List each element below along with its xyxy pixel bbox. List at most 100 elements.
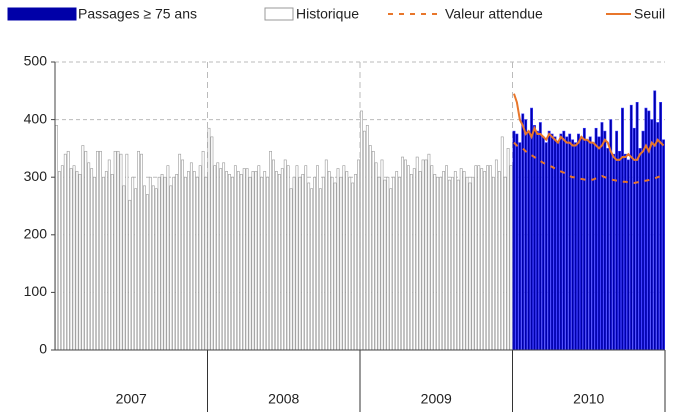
bar: [321, 176, 325, 351]
bar: [110, 174, 114, 351]
bar: [78, 174, 82, 351]
x-group-label: 2010: [573, 391, 604, 407]
bar: [145, 194, 149, 351]
bar: [468, 182, 472, 351]
bar: [216, 162, 220, 351]
bar: [582, 127, 586, 351]
bar: [392, 176, 396, 351]
bar: [386, 176, 390, 351]
bar: [632, 127, 636, 351]
bar: [603, 130, 607, 351]
bar: [148, 176, 152, 351]
bar: [310, 188, 314, 351]
bar: [131, 176, 135, 351]
bar: [201, 150, 205, 351]
legend-label: Seuil: [634, 6, 665, 22]
bar: [263, 171, 267, 351]
bar: [489, 165, 492, 351]
bar: [494, 159, 498, 351]
bar: [480, 168, 484, 351]
bar: [134, 188, 138, 351]
bar: [69, 168, 73, 351]
bar: [544, 142, 548, 351]
bar: [503, 176, 507, 351]
bar: [184, 176, 187, 351]
bar: [509, 165, 513, 351]
bar: [163, 176, 167, 351]
bar: [301, 174, 305, 351]
bar: [456, 179, 460, 351]
bar: [439, 176, 443, 351]
bar: [354, 174, 358, 351]
bar: [477, 165, 481, 351]
legend-label: Valeur attendue: [445, 6, 543, 22]
bar: [406, 165, 410, 351]
bar: [245, 168, 249, 351]
bar: [436, 176, 440, 351]
bar: [362, 130, 366, 351]
bar: [497, 171, 501, 351]
bar: [125, 153, 129, 351]
bar: [198, 165, 202, 351]
bar: [588, 136, 592, 351]
bar: [93, 176, 97, 351]
bar: [266, 176, 270, 351]
bar: [568, 133, 572, 351]
bar: [597, 136, 601, 351]
bar: [192, 171, 196, 351]
bar: [459, 168, 463, 351]
bar: [547, 130, 551, 351]
threshold-line: [513, 93, 665, 161]
y-tick-label: 0: [39, 341, 47, 357]
bar: [409, 174, 413, 351]
bar: [536, 130, 539, 351]
bar: [398, 176, 402, 351]
bar: [524, 119, 528, 351]
bar: [585, 139, 589, 351]
legend-swatch: [7, 7, 77, 21]
bar: [377, 176, 381, 351]
bar: [424, 159, 428, 351]
bar: [157, 176, 161, 351]
bar: [101, 176, 105, 351]
bar: [228, 174, 231, 351]
bar: [415, 156, 419, 351]
bar: [565, 136, 569, 351]
bar: [401, 156, 404, 351]
bar: [471, 176, 475, 351]
bar: [316, 165, 319, 351]
bar: [298, 176, 302, 351]
bar: [96, 150, 99, 351]
bar: [351, 182, 355, 351]
bar: [189, 162, 193, 351]
bar: [175, 174, 179, 351]
bar: [181, 159, 184, 351]
bar: [486, 165, 489, 351]
bar: [530, 107, 533, 351]
bar: [433, 174, 437, 351]
bar: [515, 133, 519, 351]
bar: [236, 171, 240, 351]
bar: [421, 159, 425, 351]
bar: [506, 148, 510, 351]
bar: [187, 171, 190, 351]
bar: [295, 165, 299, 351]
bar: [395, 171, 399, 351]
bar: [574, 142, 577, 351]
bar: [160, 174, 164, 351]
y-tick-label: 500: [24, 53, 48, 69]
bar: [380, 159, 384, 351]
bar: [453, 171, 457, 351]
y-tick-label: 400: [24, 110, 48, 126]
bar: [151, 185, 155, 351]
legend-swatch: [264, 7, 294, 21]
y-tick-label: 200: [24, 226, 48, 242]
bar: [635, 102, 639, 351]
bar: [445, 165, 448, 351]
bar: [143, 185, 146, 351]
bar: [577, 133, 580, 351]
bar: [84, 150, 88, 351]
bar: [204, 176, 208, 351]
bar: [365, 125, 369, 351]
bar: [594, 127, 598, 351]
